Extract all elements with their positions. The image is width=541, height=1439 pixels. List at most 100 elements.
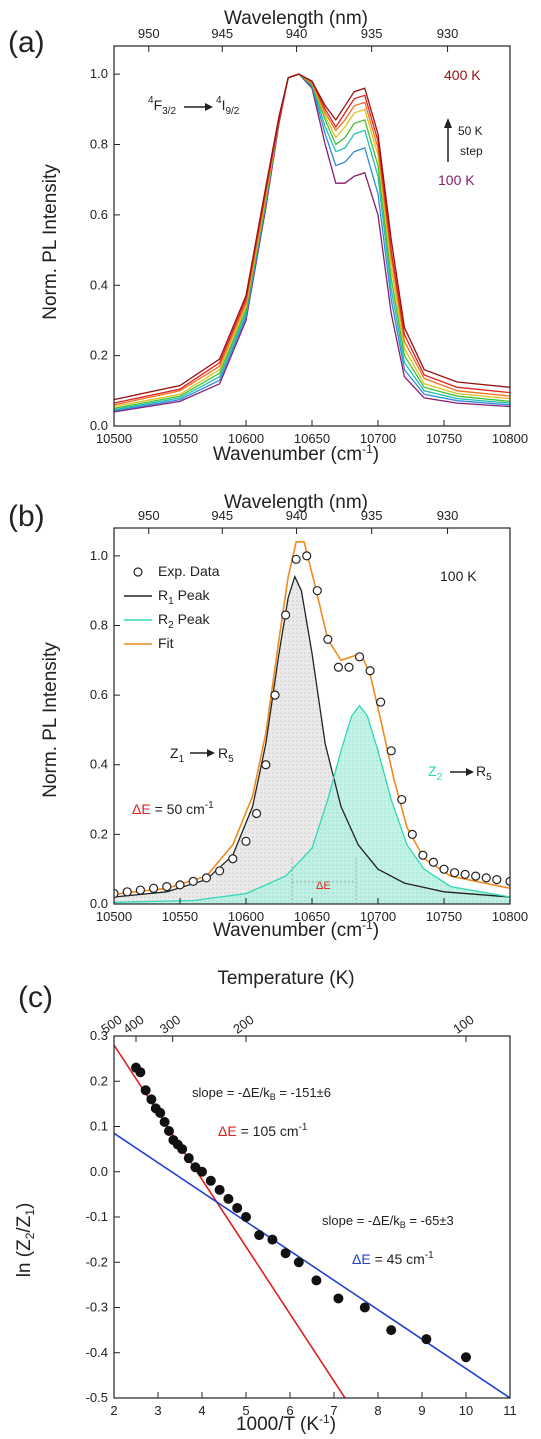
panel-c-data-point [333, 1293, 344, 1304]
panel-a-series-line [114, 73, 510, 404]
panel-b-ytick-label: 0.4 [90, 757, 108, 772]
panel-c-x-axis-title-main: 1000/T (K [236, 1414, 319, 1435]
panel-b-legend-label: Exp. Data [158, 563, 220, 579]
panel-c-data-point [197, 1166, 207, 1177]
panel-b-legend-label: R2 Peak [158, 611, 210, 631]
panel-c-ytick-label: -0.3 [86, 1300, 108, 1315]
panel-c-data-point [183, 1153, 194, 1164]
panel-b-ytick-label: 0.2 [90, 826, 108, 841]
panel-b-x2tick-label: 950 [138, 508, 160, 523]
panel-a-ytick-label: 0.8 [90, 137, 108, 152]
panel-b-exp-point [471, 871, 481, 881]
panel-b-exp-point [333, 662, 343, 672]
panel-a-series-line [114, 73, 510, 411]
panel-a-transition-lhs-pre: 4 [148, 95, 154, 106]
panel-a-top-axis-title: Wavelength (nm) [224, 8, 368, 29]
panel-a-label: (a) [8, 26, 45, 59]
panel-b-exp-point [365, 666, 375, 676]
panel-b-legend-label-main: Fit [158, 635, 174, 651]
panel-a-ytick-label: 0.2 [90, 348, 108, 363]
panel-a-x2tick-label: 950 [138, 26, 160, 41]
panel-b-xtick-label: 10550 [162, 909, 198, 924]
panel-b-legend-label-suffix: Peak [174, 611, 211, 627]
panel-c-y-title-sub1: 2 [23, 1232, 37, 1239]
panel-c-data-point [421, 1334, 432, 1345]
panel-c-y-axis-title: ln (Z2/Z1) [14, 1203, 37, 1278]
panel-b-legend-label-main: R [158, 611, 168, 627]
panel-b-z1-annotation: Z1 [170, 745, 185, 765]
panel-c-data-point [155, 1107, 166, 1118]
panel-c-xtick-label: 11 [503, 1403, 517, 1418]
panel-b-exp-point [439, 864, 449, 874]
panel-b-exp-point [505, 876, 510, 886]
panel-b-exp-point [162, 881, 172, 892]
panel-c-data-point [267, 1234, 278, 1245]
panel-b-z2-b-sub: 5 [486, 772, 492, 783]
panel-b-r2-area [114, 705, 510, 904]
panel-c-ytick-label: 0.0 [90, 1164, 108, 1179]
panel-b-delta-e-sup: -1 [205, 800, 214, 811]
panel-c-xtick-label: 8 [374, 1403, 381, 1418]
panel-a-ytick-label: 1.0 [90, 66, 108, 81]
panel-b-exp-point [481, 873, 491, 883]
panel-c-y-title-end: ) [14, 1203, 35, 1209]
panel-b-exp-point [135, 885, 145, 895]
panel-b-exp-point [302, 551, 312, 561]
panel-c-xtick-label: 4 [198, 1403, 205, 1418]
panel-a-plot [114, 73, 510, 413]
panel-c-ytick-label: -0.1 [86, 1209, 108, 1224]
panel-b-delta-e-annotation: ΔE = 50 cm-1 [132, 800, 214, 817]
panel-b-xtick-label: 10750 [426, 909, 462, 924]
panel-b-ytick-label: 0.0 [90, 896, 108, 911]
panel-a-xtick-label: 10750 [426, 431, 462, 446]
panel-c-slope2-pre: slope = -ΔE/k [322, 1213, 400, 1228]
panel-b-xtick-label: 10600 [228, 909, 264, 924]
panel-a-xtick-label: 10700 [360, 431, 396, 446]
panel-a-xtick-label: 10500 [96, 431, 132, 446]
panel-a-label-400k: 400 K [444, 67, 481, 83]
panel-c: (c) Temperature (K) ln (Z2/Z1) 1000/T (K… [14, 968, 517, 1435]
panel-b-exp-point [261, 760, 271, 770]
panel-b-exp-point [418, 850, 428, 860]
panel-c-data-point [159, 1116, 170, 1127]
panel-a-transition-label-rhs: 4I9/2 [216, 95, 240, 117]
panel-c-ytick-label: -0.2 [86, 1254, 108, 1269]
panel-b-exp-point [449, 868, 460, 878]
panel-b-exp-point [354, 652, 365, 662]
panel-c-xtick-label: 9 [418, 1403, 425, 1418]
panel-a-series-line [114, 73, 510, 408]
panel-c-data-point [386, 1325, 397, 1336]
panel-b-exp-point [270, 690, 280, 700]
panel-b-x2tick-label: 945 [211, 508, 233, 523]
panel-b-exp-point [397, 794, 407, 805]
panel-a-series-group [114, 73, 510, 413]
panel-b-legend-label-sub: 1 [168, 596, 174, 607]
panel-c-series-group [114, 1044, 510, 1398]
panel-b-xtick-label: 10650 [294, 909, 330, 924]
panel-b-ytick-label: 0.8 [90, 617, 108, 632]
panel-a-transition-lhs: F [154, 97, 163, 113]
panel-a-x-axis-title: Wavenumber (cm-1) [213, 442, 379, 465]
panel-c-y-title-sub2: 1 [23, 1209, 37, 1216]
panel-c-ytick-label: 0.1 [90, 1119, 108, 1134]
panel-a-transition-rhs-sub: 9/2 [225, 106, 239, 117]
panel-c-xtick-label: 2 [110, 1403, 117, 1418]
panel-a-transition-arrowhead [205, 103, 213, 111]
panel-b-exp-point [312, 586, 322, 596]
panel-b-xtick-label: 10700 [360, 909, 396, 924]
panel-b-legend-label-suffix: Peak [174, 587, 211, 603]
panel-b: (b) Wavelength (nm) Norm. PL Intensity W… [8, 492, 528, 941]
panel-c-de1-value: = 105 cm [237, 1123, 299, 1139]
panel-b-z1-a-sub: 1 [179, 754, 185, 765]
panel-b-legend-label: R1 Peak [158, 587, 210, 607]
panel-a-ytick-label: 0.6 [90, 207, 108, 222]
panel-b-delta-e-value: = 50 cm [151, 801, 205, 817]
panel-a-x2tick-label: 940 [286, 26, 308, 41]
panel-b-exp-point [291, 554, 301, 564]
panel-c-xtick-label: 3 [154, 1403, 161, 1418]
panel-a-ytick-label: 0.4 [90, 277, 108, 292]
panel-c-x2tick-label: 300 [157, 1012, 183, 1037]
panel-b-exp-point [344, 662, 354, 672]
